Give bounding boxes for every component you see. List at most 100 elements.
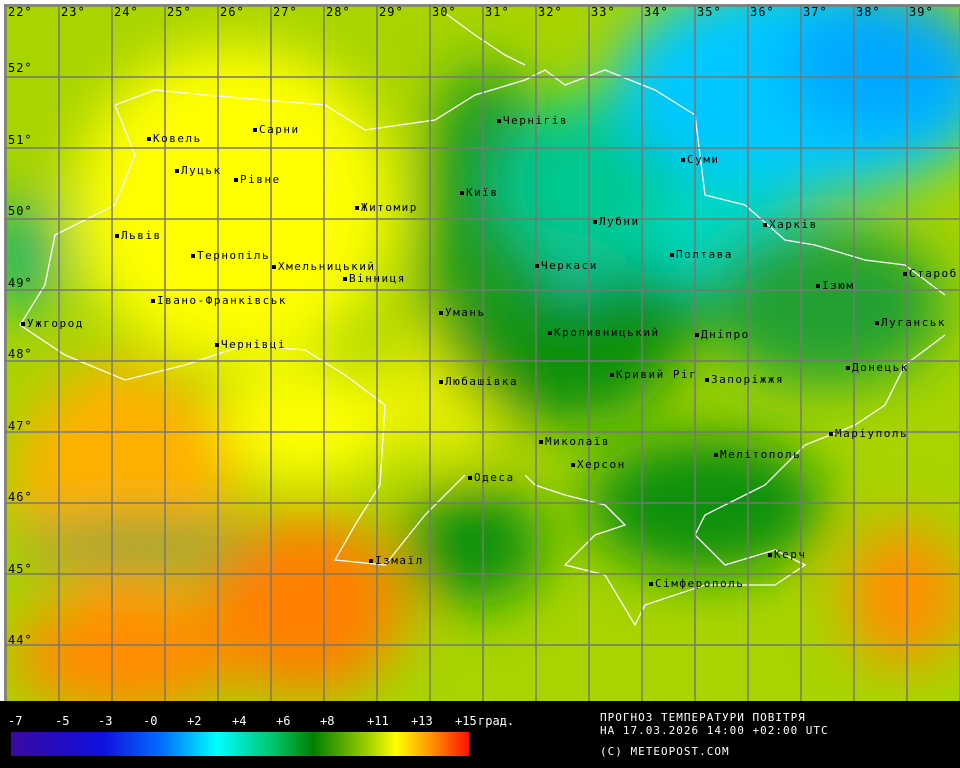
city-label: Рівне (234, 174, 281, 186)
city-marker-icon (468, 476, 472, 480)
legend-tick: -3 (98, 714, 113, 728)
longitude-label: 39° (909, 5, 934, 19)
latitude-label: 47° (8, 418, 33, 433)
longitude-label: 36° (750, 5, 775, 19)
city-marker-icon (610, 373, 614, 377)
city-label: Полтава (670, 249, 733, 261)
longitude-label: 27° (273, 5, 298, 19)
city-label: Маріуполь (829, 428, 908, 440)
city-label: Київ (460, 187, 499, 199)
city-marker-icon (115, 234, 119, 238)
longitude-label: 29° (379, 5, 404, 19)
city-label: Харків (763, 219, 818, 231)
city-marker-icon (846, 366, 850, 370)
city-label: Івано-Франківськ (151, 295, 287, 307)
coordinate-grid (5, 5, 959, 701)
city-name: Любашівка (445, 375, 519, 388)
city-name: Одеса (474, 471, 515, 484)
city-marker-icon (714, 453, 718, 457)
city-marker-icon (705, 378, 709, 382)
city-name: Маріуполь (835, 427, 909, 440)
city-label: Кропивницький (548, 327, 660, 339)
city-name: Ізмаїл (375, 554, 424, 567)
city-marker-icon (497, 119, 501, 123)
city-label: Любашівка (439, 376, 518, 388)
city-marker-icon (272, 265, 276, 269)
city-name: Староб (909, 267, 958, 280)
city-label: Умань (439, 307, 486, 319)
city-label: Кривий Ріг (610, 369, 697, 381)
city-marker-icon (253, 128, 257, 132)
legend-tick: +2 (187, 714, 202, 728)
city-marker-icon (539, 440, 543, 444)
city-label: Староб (903, 268, 958, 280)
city-name: Херсон (577, 458, 626, 471)
city-marker-icon (175, 169, 179, 173)
city-label: Черкаси (535, 260, 598, 272)
city-marker-icon (768, 553, 772, 557)
city-marker-icon (649, 582, 653, 586)
city-marker-icon (816, 284, 820, 288)
city-name: Чернігів (503, 114, 568, 127)
legend-tick: -0 (143, 714, 158, 728)
city-label: Чернігів (497, 115, 568, 127)
temperature-field (5, 5, 959, 701)
legend-tick: -7 (8, 714, 23, 728)
city-name: Полтава (676, 248, 733, 261)
city-name: Івано-Франківськ (157, 294, 287, 307)
city-label: Тернопіль (191, 250, 270, 262)
longitude-label: 35° (697, 5, 722, 19)
latitude-label: 51° (8, 132, 33, 147)
city-name: Кривий Ріг (616, 368, 698, 381)
legend-tick: +8 (320, 714, 335, 728)
longitude-label: 26° (220, 5, 245, 19)
city-name: Хмельницький (278, 260, 376, 273)
city-label: Ізмаїл (369, 555, 424, 567)
city-name: Чернівці (221, 338, 286, 351)
city-label: Житомир (355, 202, 418, 214)
latitude-label: 49° (8, 275, 33, 290)
city-label: Луцьк (175, 165, 222, 177)
city-label: Вінниця (343, 273, 406, 285)
latitude-label: 52° (8, 61, 33, 75)
legend-tick: -5 (55, 714, 70, 728)
city-marker-icon (439, 380, 443, 384)
city-marker-icon (234, 178, 238, 182)
city-marker-icon (571, 463, 575, 467)
city-name: Умань (445, 306, 486, 319)
city-name: Ізюм (822, 279, 855, 292)
city-name: Луцьк (181, 164, 222, 177)
city-label: Чернівці (215, 339, 286, 351)
latitude-label: 45° (8, 561, 33, 576)
legend: -7 -5 -3 -0 +2 +4 +6 +8 +11 +13 +15 град. ПРОГНОЗ … (0, 701, 960, 768)
forecast-datetime: НА 17.03.2026 14:00 +02:00 UTC (600, 724, 829, 737)
city-marker-icon (369, 559, 373, 563)
city-marker-icon (763, 223, 767, 227)
city-name: Лубни (599, 215, 640, 228)
city-name: Ковель (153, 132, 202, 145)
longitude-label: 37° (803, 5, 828, 19)
longitude-label: 28° (326, 5, 351, 19)
city-label: Лубни (593, 216, 640, 228)
city-label: Ізюм (816, 280, 855, 292)
city-marker-icon (829, 432, 833, 436)
latitude-label: 50° (8, 204, 33, 218)
city-label: Дніпро (695, 329, 750, 341)
longitude-label: 32° (538, 5, 563, 19)
city-name: Рівне (240, 173, 281, 186)
city-marker-icon (355, 206, 359, 210)
longitude-label: 31° (485, 5, 510, 19)
temperature-map: 22° 23° 24° 25° 26° 27° 28° 29° 30° 31° 32° 33° 34° 3… (4, 4, 960, 702)
longitude-label: 23° (61, 5, 86, 19)
legend-tick: +13 (411, 714, 433, 728)
city-name: Ужгород (27, 317, 84, 330)
city-label: Сарни (253, 124, 300, 136)
legend-tick: +11 (367, 714, 389, 728)
city-label: Мелітополь (714, 449, 801, 461)
city-marker-icon (670, 253, 674, 257)
city-name: Сімферополь (655, 577, 745, 590)
legend-unit: град. (478, 714, 515, 728)
legend-tick: +15 (455, 714, 477, 728)
legend-tick: +6 (276, 714, 291, 728)
city-marker-icon (593, 220, 597, 224)
